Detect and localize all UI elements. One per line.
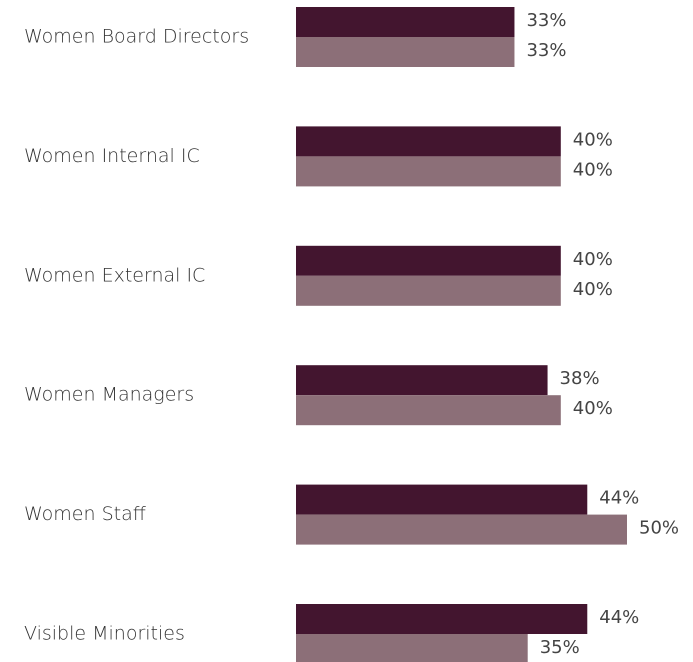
value-label: 38% xyxy=(560,368,600,389)
value-label: 44% xyxy=(599,607,639,628)
bar xyxy=(296,37,515,67)
value-label: 44% xyxy=(599,488,639,509)
bar xyxy=(296,604,588,634)
value-label: 40% xyxy=(573,249,613,270)
bar xyxy=(296,245,561,276)
value-label: 40% xyxy=(573,159,613,180)
category-label: Women Managers xyxy=(24,384,194,406)
value-label: 33% xyxy=(526,40,566,61)
bar xyxy=(296,7,515,37)
bar xyxy=(296,126,561,157)
category-label: Women External IC xyxy=(24,264,205,286)
category-label: Women Internal IC xyxy=(24,145,200,167)
category-label: Visible Minorities xyxy=(24,623,185,645)
bar xyxy=(296,395,561,426)
bar xyxy=(296,514,627,545)
bar xyxy=(296,634,528,662)
value-label: 40% xyxy=(573,398,613,419)
value-label: 50% xyxy=(639,518,679,539)
value-label: 40% xyxy=(573,129,613,150)
bar xyxy=(296,484,588,515)
bar xyxy=(296,156,561,187)
value-label: 35% xyxy=(540,637,580,658)
bar xyxy=(296,275,561,306)
category-label: Women Staff xyxy=(24,503,146,525)
bar xyxy=(296,365,548,396)
category-label: Women Board Directors xyxy=(24,26,249,48)
value-label: 40% xyxy=(573,279,613,300)
value-label: 33% xyxy=(526,10,566,31)
